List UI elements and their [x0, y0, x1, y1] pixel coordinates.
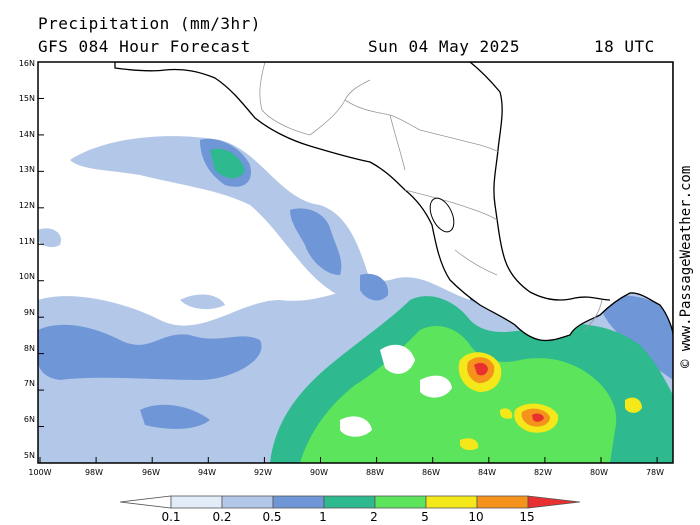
caribbean-coast [469, 62, 611, 301]
map-frame [37, 61, 674, 464]
scale-label: 10 [468, 510, 483, 524]
scale-label: 0.2 [212, 510, 231, 524]
lat-label: 12N [19, 201, 35, 210]
scale-label: 15 [519, 510, 534, 524]
credit-text: © www.PassageWeather.com [678, 166, 694, 368]
scale-swatch [221, 495, 274, 509]
scale-swatch [425, 495, 478, 509]
lat-label: 10N [19, 272, 35, 281]
lon-label: 82W [534, 468, 552, 477]
lon-label: 92W [254, 468, 272, 477]
map-area [38, 62, 673, 463]
longitude-labels: 100W 98W 96W 94W 92W 90W 88W 86W 84W 82W… [28, 468, 664, 477]
lat-label: 9N [24, 308, 35, 317]
scale-swatch [476, 495, 529, 509]
graticule-ticks [38, 62, 658, 463]
lon-label: 88W [366, 468, 384, 477]
scale-label: 2 [370, 510, 378, 524]
lon-label: 100W [28, 468, 51, 477]
lon-label: 96W [142, 468, 160, 477]
lat-label: 7N [24, 379, 35, 388]
scale-swatch [272, 495, 325, 509]
lat-label: 6N [24, 415, 35, 424]
scale-swatch [323, 495, 376, 509]
scale-swatch [374, 495, 427, 509]
forecast-date: Sun 04 May 2025 [368, 37, 520, 56]
lon-label: 98W [85, 468, 103, 477]
scale-label: 1 [319, 510, 327, 524]
precip-moderate [38, 138, 673, 429]
national-borders [259, 62, 603, 331]
scale-label: 5 [421, 510, 429, 524]
lon-label: 80W [590, 468, 608, 477]
map-title: Precipitation (mm/3hr) [38, 14, 261, 33]
credit-watermark: © www.PassageWeather.com [678, 166, 694, 368]
lat-label: 16N [19, 59, 35, 68]
scale-label: 0.1 [161, 510, 180, 524]
scale-label: 0.5 [262, 510, 281, 524]
lat-label: 13N [19, 165, 35, 174]
lat-label: 5N [24, 451, 35, 460]
scale-swatch [527, 495, 581, 509]
scale-swatch [170, 495, 223, 509]
lon-label: 94W [198, 468, 216, 477]
scale-swatch [119, 495, 172, 509]
central-america-land [114, 62, 673, 342]
precip-intense [458, 352, 642, 451]
latitude-labels: 16N 15N 14N 13N 12N 11N 10N 9N 8N 7N 6N … [19, 59, 35, 460]
lon-label: 78W [646, 468, 664, 477]
valid-time: 18 UTC [594, 37, 655, 56]
forecast-label: GFS 084 Hour Forecast [38, 37, 251, 56]
scale-labels: 0.1 0.2 0.5 1 2 5 10 15 [161, 510, 534, 524]
lake-nicaragua [429, 197, 455, 233]
lon-label: 90W [310, 468, 328, 477]
lon-label: 86W [422, 468, 440, 477]
lon-label: 84W [478, 468, 496, 477]
scale-bar [119, 495, 581, 509]
precip-color-scale: 0.1 0.2 0.5 1 2 5 10 15 [119, 495, 581, 524]
lat-label: 14N [19, 130, 35, 139]
lat-label: 11N [19, 237, 35, 246]
lat-label: 8N [24, 344, 35, 353]
lat-label: 15N [19, 94, 35, 103]
